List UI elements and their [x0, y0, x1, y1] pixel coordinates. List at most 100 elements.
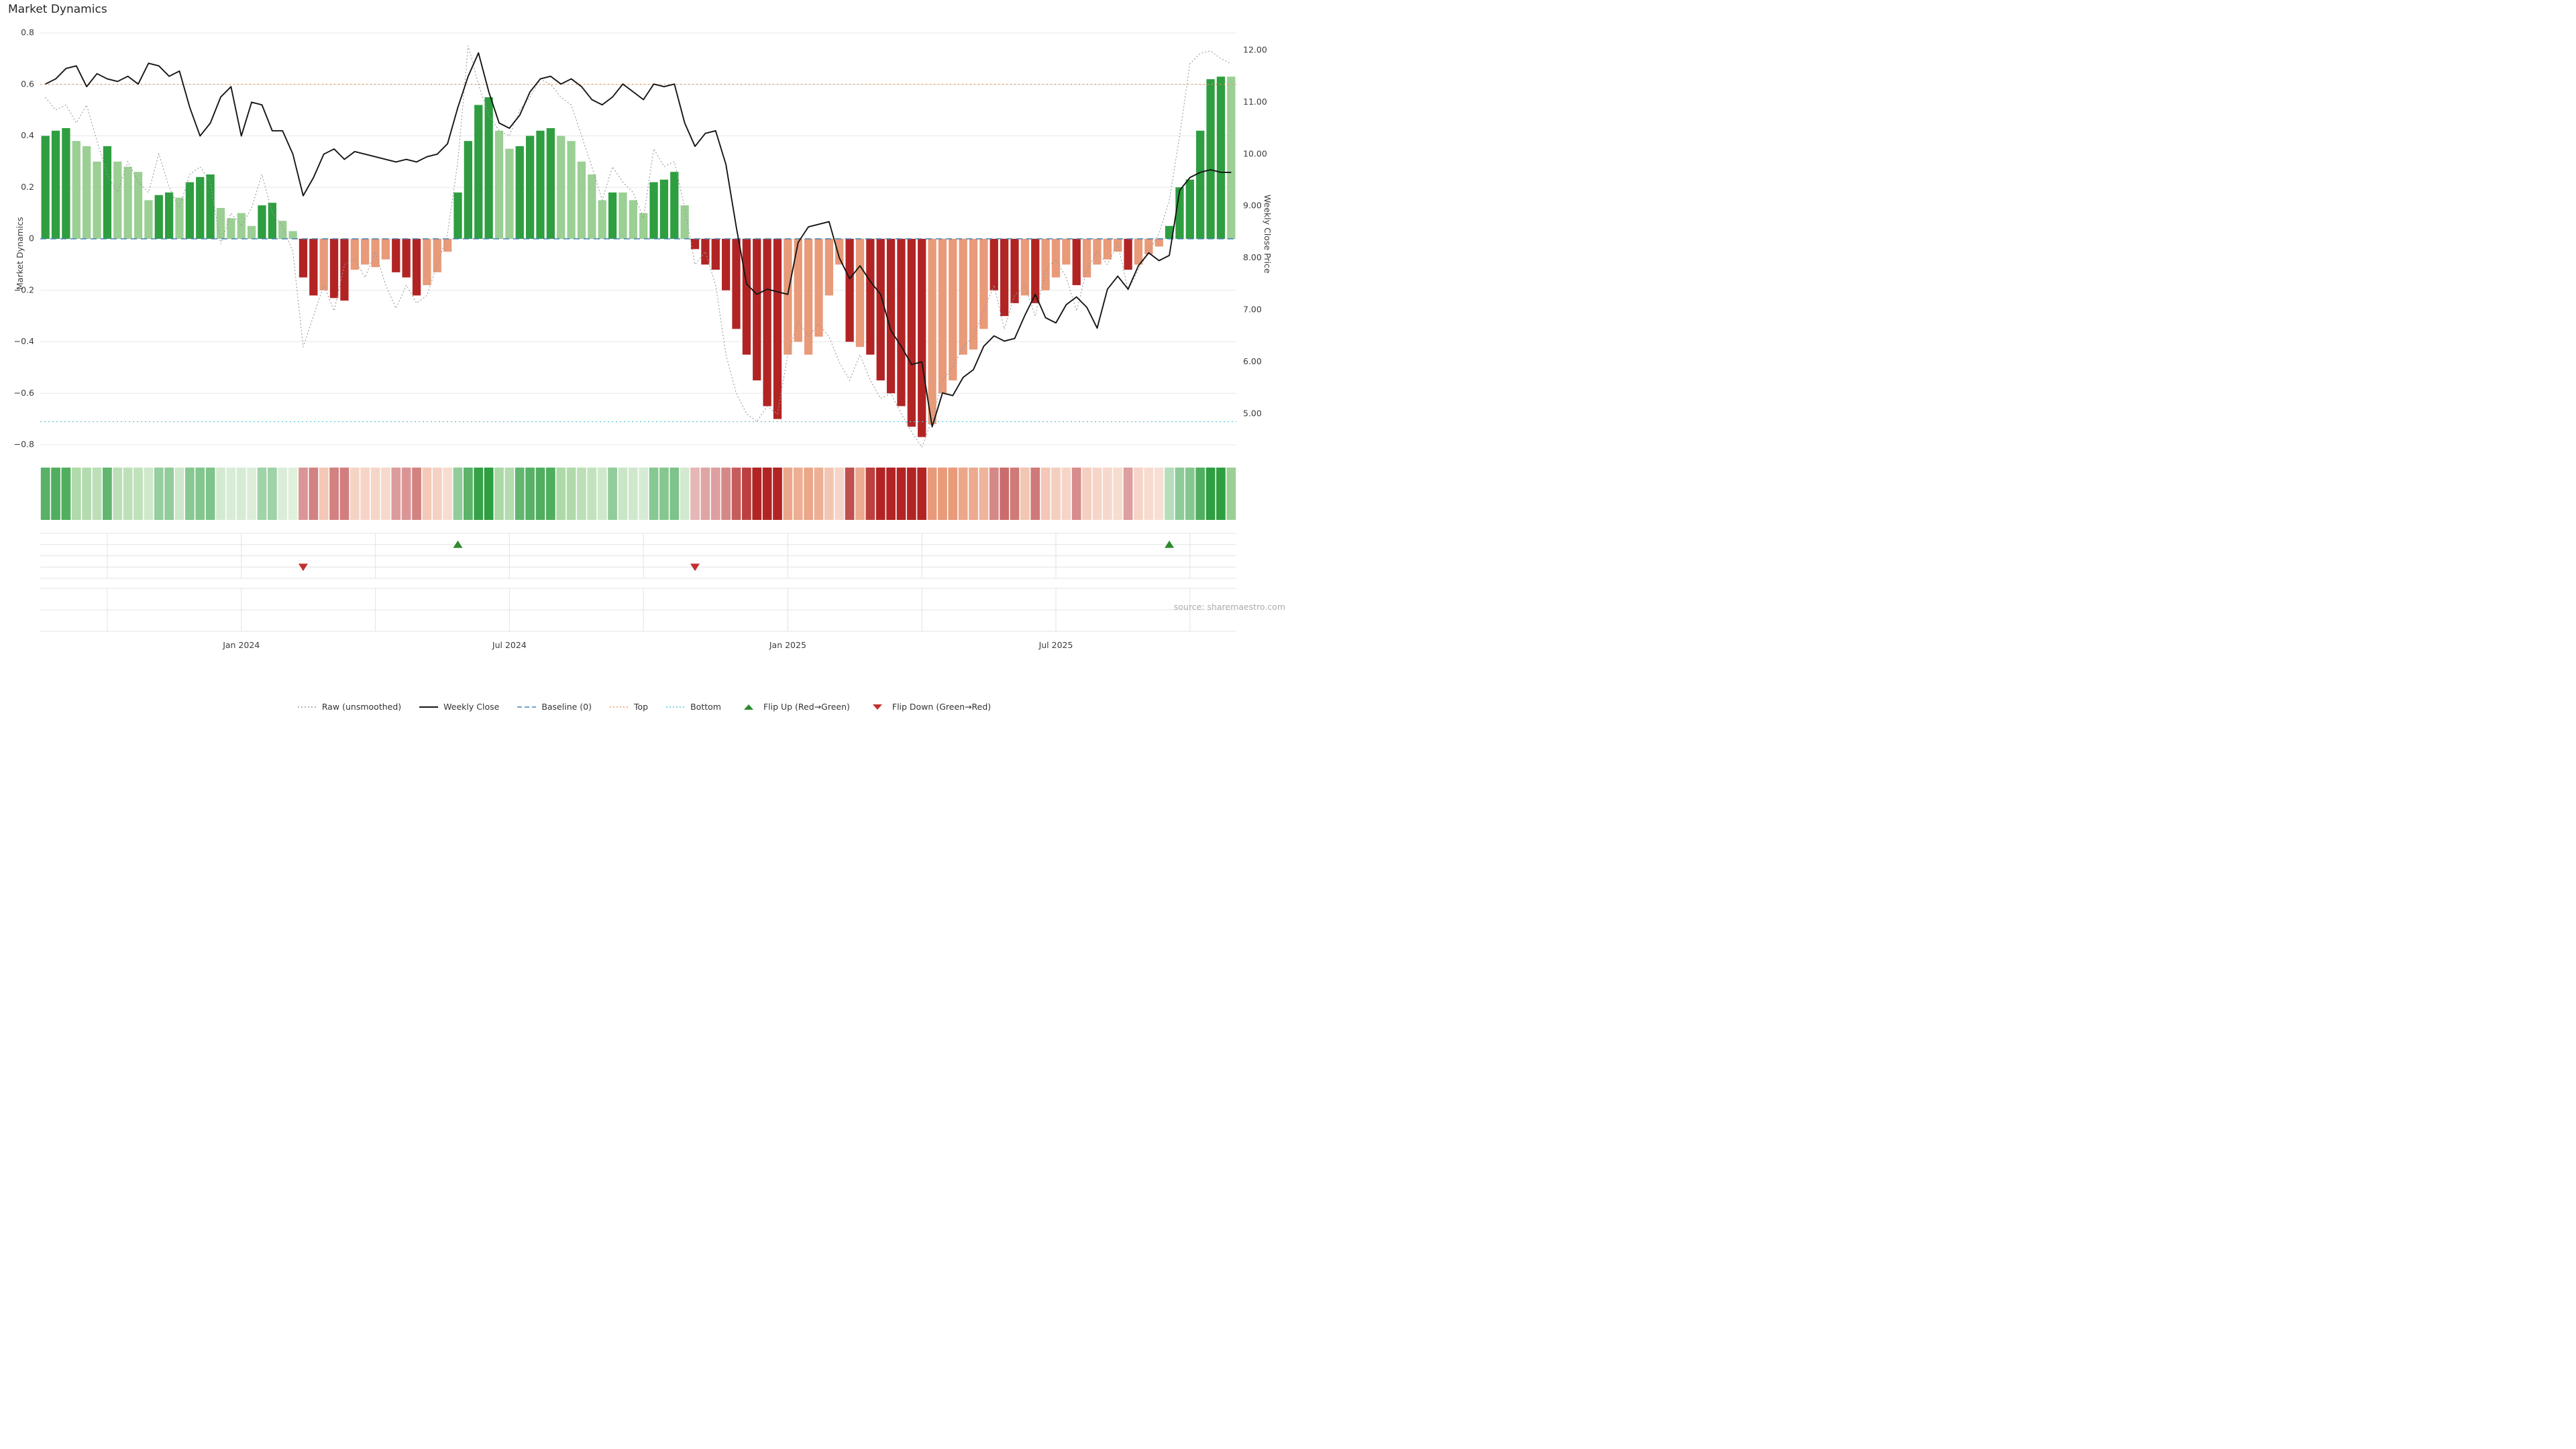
strip-cell — [639, 468, 649, 520]
strip-cell — [1123, 468, 1133, 520]
strip-cell — [896, 468, 906, 520]
strip-cell — [1185, 468, 1195, 520]
dyn-bar — [494, 130, 504, 239]
dyn-bar — [103, 146, 112, 239]
legend-item: Top — [609, 702, 648, 712]
dyn-bar — [185, 182, 195, 239]
dyn-bar — [247, 225, 256, 239]
strip-cell — [504, 468, 515, 520]
strip-cell — [659, 468, 669, 520]
dyn-bar — [381, 239, 390, 260]
dyn-bar — [371, 239, 380, 268]
legend-item: Flip Up (Red→Green) — [739, 702, 850, 712]
strip-cell — [917, 468, 927, 520]
strip-cell — [525, 468, 535, 520]
strip-cell — [484, 468, 494, 520]
dyn-bar — [144, 200, 153, 239]
dyn-bar — [1155, 239, 1163, 247]
dyn-bar — [41, 136, 50, 239]
dyn-bar — [649, 182, 658, 239]
strip-cell — [690, 468, 700, 520]
strip-cell — [1195, 468, 1205, 520]
left-axis-tick: −0.4 — [14, 336, 34, 346]
dyn-bar — [392, 239, 400, 272]
strip-cell — [793, 468, 803, 520]
strip-cell — [783, 468, 793, 520]
dyn-bar — [918, 239, 926, 437]
right-axis-tick: 12.00 — [1243, 45, 1267, 55]
dyn-bar — [350, 239, 359, 270]
flip-down-marker — [298, 564, 308, 572]
strip-cell — [1000, 468, 1010, 520]
legend-label: Flip Up (Red→Green) — [763, 702, 850, 712]
strip-cell — [71, 468, 81, 520]
dyn-bar — [784, 239, 792, 355]
dyn-bar — [433, 239, 441, 272]
legend-swatch-dotted-icon — [666, 706, 686, 708]
right-axis-tick: 8.00 — [1243, 252, 1262, 262]
dyn-bar — [175, 197, 184, 239]
strip-cell — [463, 468, 473, 520]
left-axis-tick: 0.8 — [21, 28, 34, 38]
dyn-bar — [619, 192, 627, 239]
strip-cell — [1071, 468, 1081, 520]
left-axis-label: Market Dynamics — [15, 217, 25, 290]
dyn-bar — [464, 141, 473, 239]
strip-cell — [824, 468, 834, 520]
strip-cell — [288, 468, 298, 520]
dyn-bar — [154, 195, 163, 239]
legend-swatch-solid-icon — [419, 706, 439, 708]
strip-cell — [577, 468, 586, 520]
strip-cell — [1061, 468, 1071, 520]
legend-label: Raw (unsmoothed) — [321, 702, 402, 712]
strip-cell — [752, 468, 762, 520]
dyn-bar — [309, 239, 318, 296]
dyn-bar — [680, 205, 689, 239]
dyn-bar — [1227, 76, 1236, 239]
right-axis-tick: 10.00 — [1243, 148, 1267, 158]
dyn-bar — [227, 218, 235, 239]
strip-cell — [299, 468, 308, 520]
left-axis-tick: −0.2 — [14, 284, 34, 294]
dyn-bar — [423, 239, 431, 286]
dyn-bar — [598, 200, 606, 239]
strip-cell — [432, 468, 442, 520]
legend-label: Top — [634, 702, 649, 712]
strip-cell — [205, 468, 215, 520]
dyn-bar — [1000, 239, 1009, 317]
strip-cell — [216, 468, 225, 520]
dyn-bar — [1196, 130, 1205, 239]
dyn-bar — [258, 205, 266, 239]
dyn-bar — [402, 239, 411, 278]
strip-cell — [669, 468, 680, 520]
dyn-bar — [361, 239, 370, 265]
strip-cell — [1165, 468, 1174, 520]
dyn-bar — [804, 239, 813, 355]
strip-cell — [835, 468, 845, 520]
strip-cell — [535, 468, 545, 520]
strip-cell — [566, 468, 576, 520]
legend-swatch-dotted-icon — [297, 706, 317, 708]
dyn-bar — [824, 239, 834, 296]
dyn-bar — [989, 239, 998, 290]
strip-cell — [164, 468, 174, 520]
dyn-bar — [1114, 239, 1122, 252]
strip-cell — [391, 468, 401, 520]
strip-cell — [278, 468, 288, 520]
legend-item: Weekly Close — [419, 702, 499, 712]
bottom-panel — [40, 588, 1236, 632]
strip-cell — [979, 468, 989, 520]
dyn-bar — [577, 161, 586, 239]
left-axis-tick: 0.2 — [21, 182, 34, 192]
dyn-bar — [876, 239, 885, 381]
strip-cell — [1144, 468, 1154, 520]
strip-cell — [123, 468, 133, 520]
dyn-bar — [299, 239, 308, 278]
dyn-bar — [453, 192, 462, 239]
legend-item: Raw (unsmoothed) — [297, 702, 401, 712]
legend-item: Bottom — [665, 702, 721, 712]
strip-cell — [1134, 468, 1143, 520]
strip-cell — [608, 468, 617, 520]
strip-cell — [1030, 468, 1040, 520]
strip-cell — [247, 468, 256, 520]
